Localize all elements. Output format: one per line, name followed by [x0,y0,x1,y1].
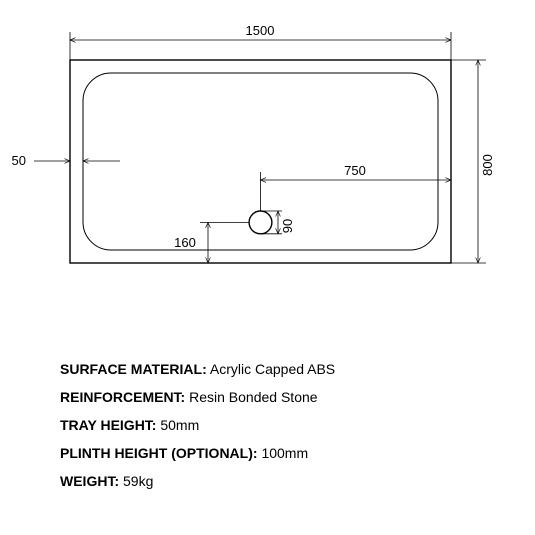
tray-inner-rect [83,73,438,250]
dim-drain-from-right: 750 [344,163,366,178]
spec-reinforcement: REINFORCEMENT: Resin Bonded Stone [60,383,335,411]
spec-list: SURFACE MATERIAL: Acrylic Capped ABS REI… [60,355,335,495]
dim-height: 800 [480,154,495,176]
dim-drain-from-bottom: 160 [174,235,196,250]
spec-plinth-height: PLINTH HEIGHT (OPTIONAL): 100mm [60,439,335,467]
spec-tray-height: TRAY HEIGHT: 50mm [60,411,335,439]
drain-circle [249,211,272,234]
dim-width: 1500 [246,23,275,38]
tray-outer-rect [70,60,451,263]
dim-drain-dia: 90 [280,219,295,233]
spec-surface-material: SURFACE MATERIAL: Acrylic Capped ABS [60,355,335,383]
spec-weight: WEIGHT: 59kg [60,467,335,495]
dim-inset: 50 [12,153,26,168]
tray-technical-drawing: 1500 800 50 750 90 160 [0,0,535,340]
